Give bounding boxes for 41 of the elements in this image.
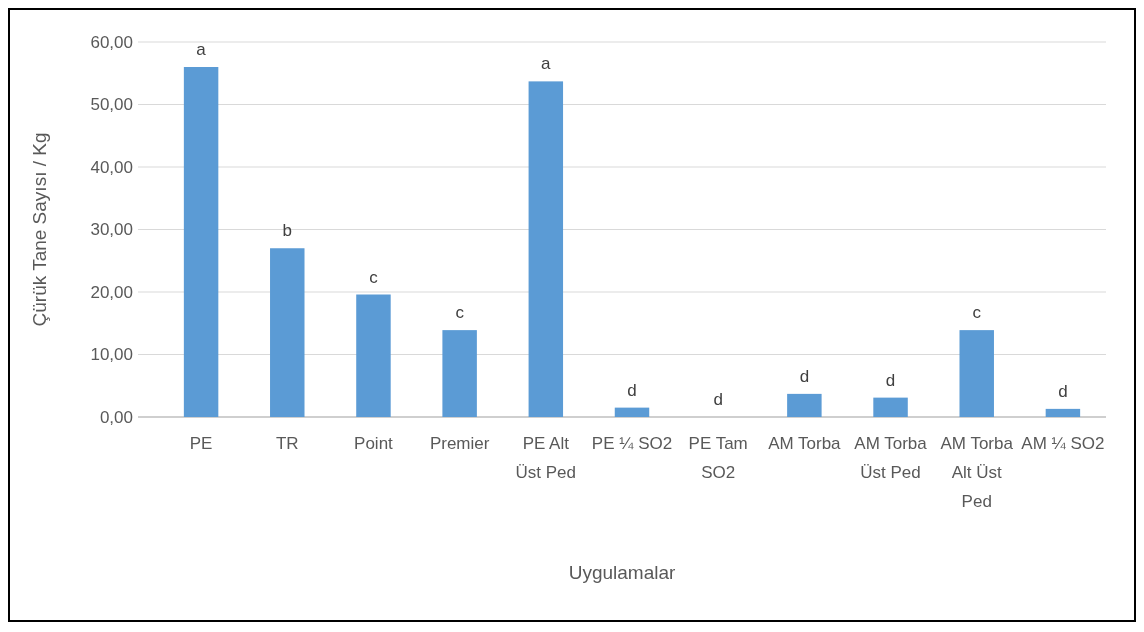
- x-tick-label: AM Torba Alt Üst Ped: [940, 434, 1014, 511]
- y-tick-label: 20,00: [90, 282, 133, 302]
- y-tick-label: 60,00: [90, 32, 133, 52]
- data-label: a: [196, 40, 207, 59]
- x-tick-label: AM ¼ SO2: [1021, 434, 1105, 453]
- x-tick-label: AM Torba Üst Ped: [854, 434, 928, 482]
- data-label: d: [627, 380, 637, 400]
- x-tick-label: PE Tam SO2: [688, 434, 748, 482]
- x-tick-label: Premier: [429, 434, 490, 453]
- data-label: b: [282, 221, 293, 241]
- data-label: a: [541, 54, 552, 74]
- bar: [959, 330, 994, 417]
- bar: [1045, 408, 1081, 417]
- data-label: d: [885, 370, 896, 390]
- x-tick-label: PE ¼ SO2: [591, 434, 673, 453]
- x-tick-label: TR: [275, 434, 299, 453]
- bar: [356, 294, 391, 417]
- bar: [787, 393, 822, 417]
- y-axis-title: Çürük Tane Sayısı / Kg: [29, 132, 50, 327]
- bar: [442, 330, 477, 417]
- data-label: d: [1058, 381, 1068, 401]
- x-tick-label: Point: [354, 434, 394, 453]
- bar: [873, 397, 908, 417]
- bar: [614, 407, 650, 417]
- data-label: c: [455, 303, 465, 323]
- bar: [270, 248, 305, 417]
- x-tick-label: PE Alt Üst Ped: [515, 434, 577, 482]
- y-tick-label: 30,00: [90, 220, 133, 240]
- data-label: c: [972, 303, 982, 323]
- x-axis-title: Uygulamalar: [568, 562, 676, 583]
- x-tick-label: PE: [189, 434, 213, 453]
- y-tick-label: 10,00: [90, 345, 133, 365]
- x-tick-label: AM Torba: [768, 434, 842, 453]
- bar: [183, 67, 219, 417]
- data-label: d: [713, 390, 723, 409]
- y-tick-label: 40,00: [90, 157, 133, 177]
- data-label: d: [799, 366, 810, 386]
- y-tick-label: 50,00: [90, 95, 133, 115]
- bar: [528, 81, 564, 417]
- data-label: c: [369, 267, 379, 287]
- y-tick-label: 0,00: [99, 407, 133, 427]
